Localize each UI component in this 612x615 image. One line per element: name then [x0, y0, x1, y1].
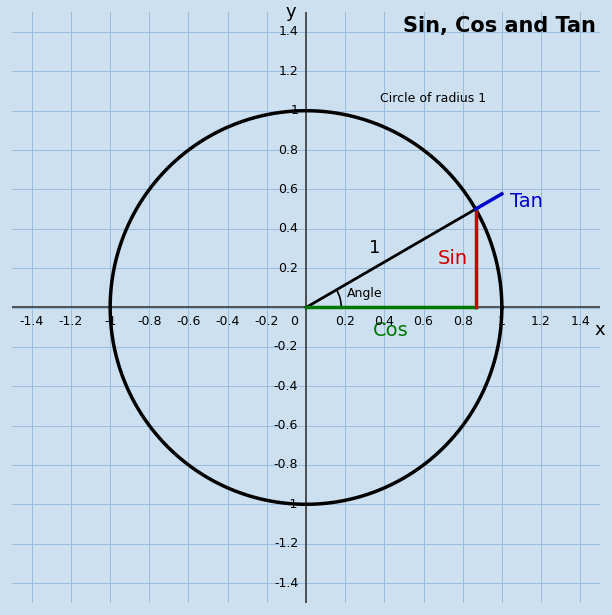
Text: -0.2: -0.2: [255, 315, 279, 328]
Text: Sin: Sin: [438, 249, 468, 268]
Text: 1.4: 1.4: [278, 25, 298, 39]
Text: x: x: [594, 321, 605, 339]
Text: 1: 1: [370, 239, 381, 258]
Text: 0.8: 0.8: [453, 315, 472, 328]
Text: 0.6: 0.6: [278, 183, 298, 196]
Text: -0.8: -0.8: [274, 458, 298, 472]
Text: Tan: Tan: [510, 192, 543, 211]
Text: -0.8: -0.8: [137, 315, 162, 328]
Text: -1: -1: [286, 498, 298, 511]
Text: 0.4: 0.4: [375, 315, 394, 328]
Text: -0.4: -0.4: [215, 315, 240, 328]
Text: 0.2: 0.2: [335, 315, 355, 328]
Text: 0.8: 0.8: [278, 143, 298, 157]
Text: -1: -1: [104, 315, 116, 328]
Text: Circle of radius 1: Circle of radius 1: [381, 92, 487, 105]
Text: -0.6: -0.6: [176, 315, 201, 328]
Text: Angle: Angle: [347, 287, 382, 300]
Text: -1.2: -1.2: [274, 537, 298, 550]
Text: -1.2: -1.2: [59, 315, 83, 328]
Text: y: y: [286, 3, 296, 22]
Text: -1.4: -1.4: [274, 576, 298, 590]
Text: -0.4: -0.4: [274, 379, 298, 393]
Text: -0.2: -0.2: [274, 340, 298, 354]
Text: 0.6: 0.6: [414, 315, 433, 328]
Text: 1.4: 1.4: [570, 315, 590, 328]
Text: Sin, Cos and Tan: Sin, Cos and Tan: [403, 16, 596, 36]
Text: -0.6: -0.6: [274, 419, 298, 432]
Text: 0.2: 0.2: [278, 261, 298, 275]
Text: Cos: Cos: [373, 321, 409, 340]
Text: 1: 1: [498, 315, 506, 328]
Text: 1.2: 1.2: [531, 315, 551, 328]
Text: 0: 0: [290, 315, 298, 328]
Text: 1.2: 1.2: [278, 65, 298, 78]
Text: -1.4: -1.4: [20, 315, 44, 328]
Text: 0.4: 0.4: [278, 222, 298, 236]
Text: 1: 1: [290, 104, 298, 117]
